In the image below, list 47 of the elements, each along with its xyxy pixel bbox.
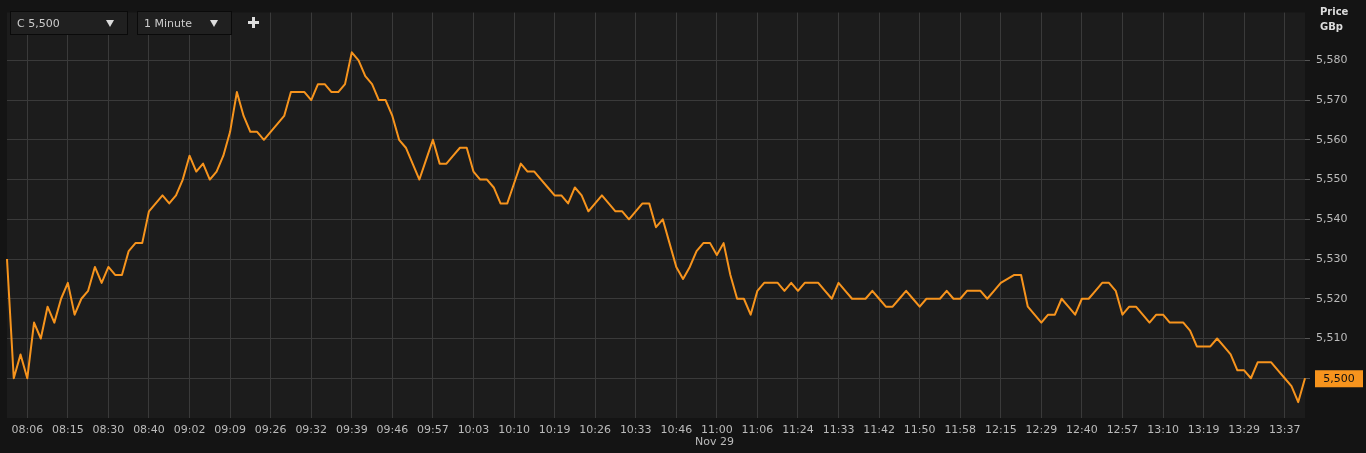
x-tick-label: 09:57 [417, 423, 449, 437]
price-field: C 5,500 [10, 11, 128, 35]
x-tick-label: 11:50 [903, 423, 936, 437]
y-tick-label: 5,510 [1316, 331, 1348, 345]
x-tick-label: 11:58 [944, 423, 977, 437]
x-tick-label: 12:57 [1106, 423, 1139, 437]
x-tick-label: 12:29 [1025, 423, 1058, 437]
x-tick-label: 13:37 [1268, 423, 1301, 437]
x-tick-label: 11:33 [822, 423, 855, 437]
text: 5,500 [1323, 372, 1355, 386]
y-tick-label: 5,520 [1316, 291, 1348, 305]
x-tick-label: 08:30 [92, 423, 125, 437]
x-tick-label: 11:24 [782, 423, 814, 437]
x-tick-label: 13:19 [1187, 423, 1220, 437]
y-tick-label: 5,530 [1316, 251, 1348, 265]
x-tick-label: 10:46 [660, 423, 693, 437]
x-tick-label: 09:02 [173, 423, 206, 437]
x-tick-label: 09:39 [335, 423, 368, 437]
x-tick-label: 09:32 [295, 423, 328, 437]
x-tick-label: 10:10 [498, 423, 530, 437]
y-axis-title: Price GBp [1320, 5, 1350, 34]
x-tick-label: 12:15 [984, 423, 1017, 437]
x-tick-label: 12:40 [1066, 423, 1098, 437]
y-tick-label: 5,580 [1316, 53, 1348, 67]
x-tick-label: 11:06 [741, 423, 774, 437]
x-tick-label: 09:09 [214, 423, 246, 437]
text: Nov 29 [694, 434, 734, 448]
annotation: C 5,500 [17, 16, 60, 30]
x-tick-label: 08:40 [133, 423, 165, 437]
x-tick-label: 10:33 [619, 423, 652, 437]
x-tick-label: 09:26 [254, 423, 287, 437]
x-tick-label: 08:15 [51, 423, 84, 437]
y-tick-label: 5,540 [1316, 212, 1348, 226]
x-tick-label: 13:10 [1147, 423, 1179, 437]
annotation: 1 Minute [144, 16, 193, 30]
x-tick-label: 10:26 [579, 423, 612, 437]
x-tick-label: 13:29 [1228, 423, 1261, 437]
x-tick-label: 11:42 [863, 423, 895, 437]
x-tick-label: 09:46 [376, 423, 409, 437]
x-tick-label: 08:06 [11, 423, 44, 437]
y-tick-label: 5,570 [1316, 92, 1348, 106]
y-tick-label: 5,550 [1316, 172, 1348, 186]
x-tick-label: 10:03 [457, 423, 490, 437]
interval-dropdown: 1 Minute [137, 11, 232, 35]
y-tick-label: 5,560 [1316, 132, 1348, 146]
x-tick-label: 11:00 [700, 423, 733, 437]
x-tick-label: 10:19 [538, 423, 571, 437]
